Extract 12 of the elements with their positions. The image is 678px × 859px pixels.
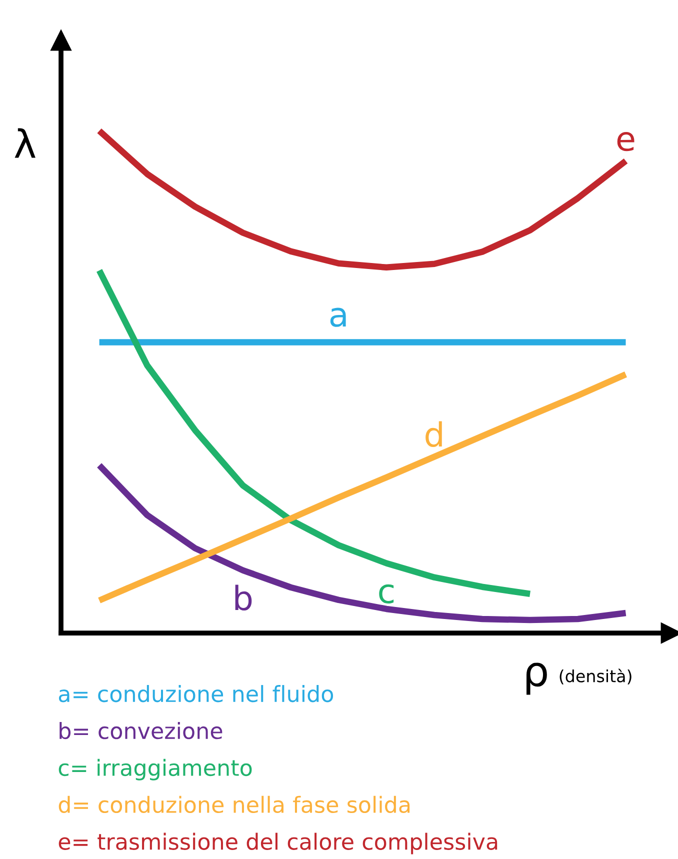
series-label: d — [426, 421, 442, 448]
text: e= trasmissione del calore complessiva — [58, 832, 498, 854]
series-label: b — [235, 584, 252, 611]
text: d= conduzione nella fase solida — [58, 796, 410, 814]
text: a= conduzione nel fluido — [58, 685, 334, 702]
text: b= convezione — [60, 722, 222, 740]
series-label: a — [330, 308, 346, 327]
text: c= irraggiamento — [58, 758, 252, 780]
y-axis-title: λ — [14, 128, 36, 158]
series-label: e — [617, 132, 634, 152]
x-axis-title: ρ (densità) — [526, 662, 632, 695]
series-label: c — [379, 584, 394, 604]
